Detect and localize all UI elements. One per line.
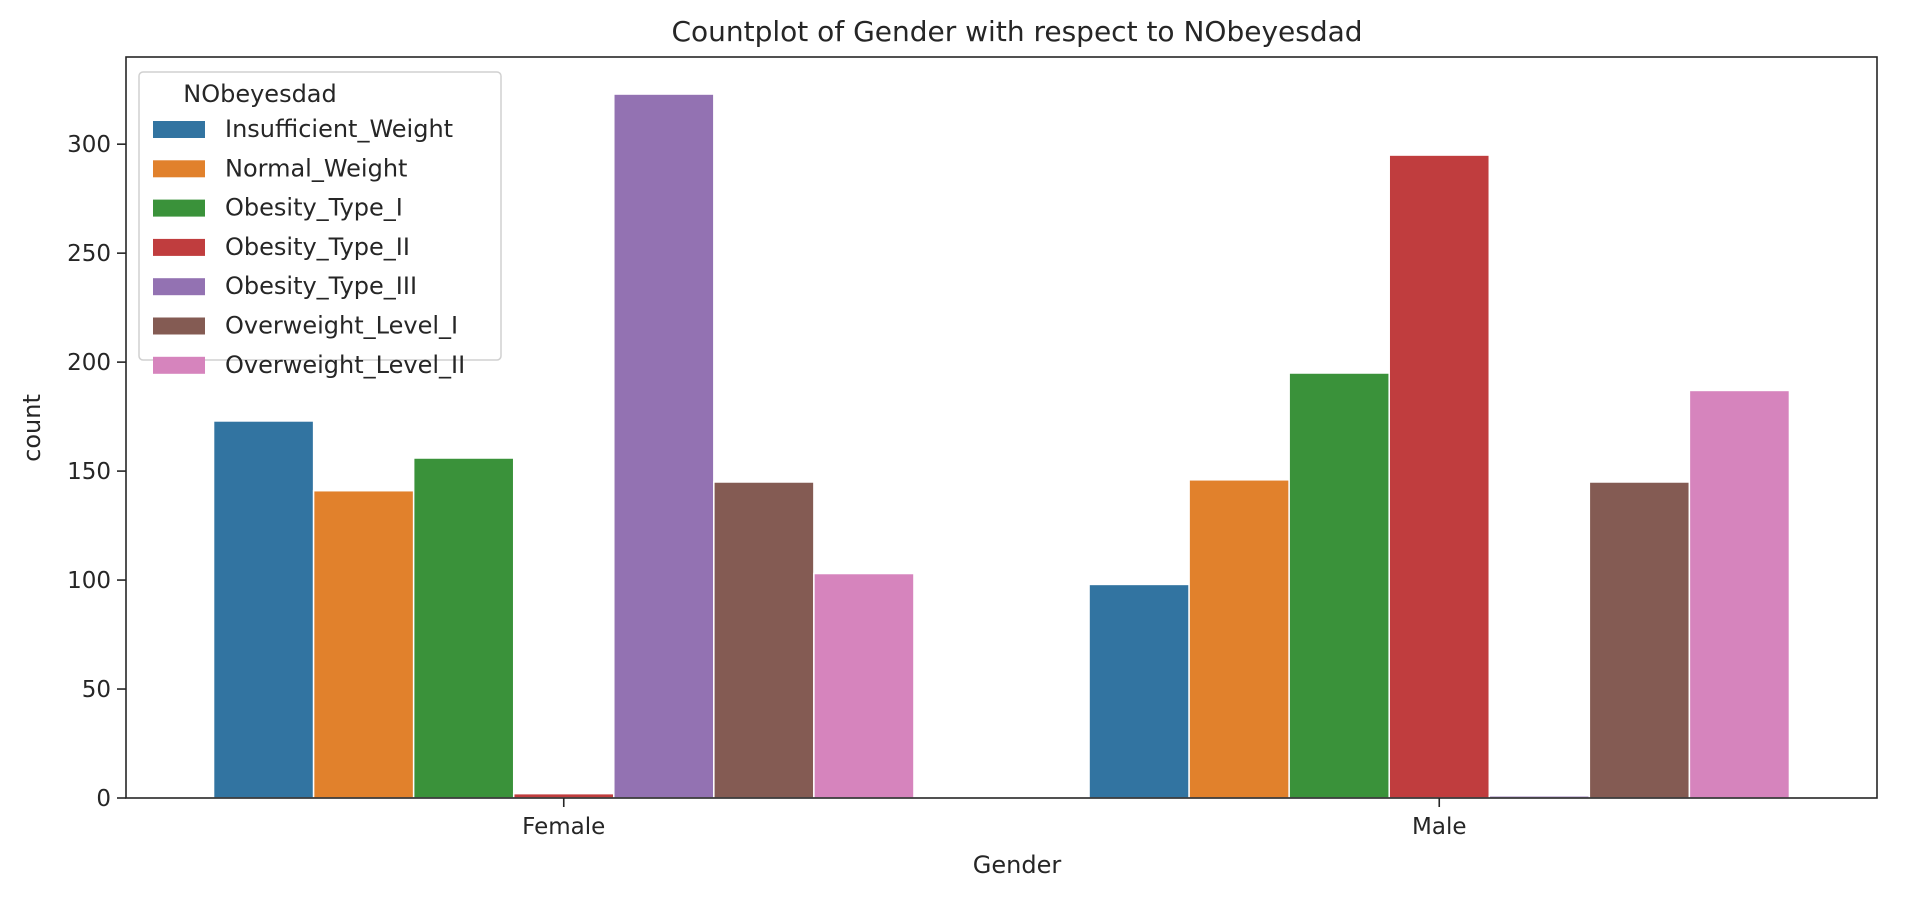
legend-label-obesity-type-ii: Obesity_Type_II <box>225 233 410 261</box>
bar-female-overweight-level-ii <box>813 572 915 799</box>
legend-label-overweight-level-ii: Overweight_Level_II <box>225 351 465 379</box>
legend-swatch-overweight-level-i <box>153 317 205 335</box>
bar-male-normal-weight <box>1188 479 1290 799</box>
y-axis: 0 50 100 150 200 250 300 <box>67 132 126 812</box>
bar-female-insufficient-weight <box>212 420 315 799</box>
legend-swatch-obesity-type-i <box>153 199 205 217</box>
legend-swatch-insufficient-weight <box>153 121 205 138</box>
legend-label-obesity-type-iii: Obesity_Type_III <box>225 272 417 300</box>
y-axis-label: count <box>18 394 46 462</box>
x-tick-label-male: Male <box>1412 814 1466 840</box>
chart-title: Countplot of Gender with respect to NObe… <box>671 15 1362 48</box>
x-axis-label: Gender <box>973 851 1062 879</box>
legend-label-overweight-level-i: Overweight_Level_I <box>225 312 458 340</box>
x-tick-label-female: Female <box>522 814 605 840</box>
legend-title: NObeyesdad <box>183 80 337 108</box>
bar-female-obesity-type-i <box>412 457 515 799</box>
legend: NObeyesdad Insufficient_Weight Normal_Weig… <box>138 71 502 379</box>
legend-label-obesity-type-i: Obesity_Type_I <box>225 194 403 222</box>
y-tick-label: 250 <box>67 241 111 267</box>
y-tick-label: 100 <box>67 568 111 594</box>
bar-male-overweight-level-i <box>1588 481 1691 799</box>
bar-female-obesity-type-iii <box>613 93 715 799</box>
legend-label-insufficient-weight: Insufficient_Weight <box>225 115 453 143</box>
bar-female-normal-weight <box>312 489 415 799</box>
bar-male-obesity-type-i <box>1288 372 1390 799</box>
legend-frame <box>138 71 502 361</box>
bar-male-obesity-type-ii <box>1388 154 1491 799</box>
y-tick-label: 200 <box>67 350 111 376</box>
y-tick-label: 0 <box>96 786 111 812</box>
y-tick-label: 150 <box>67 459 111 485</box>
bar-female-overweight-level-i <box>713 481 815 799</box>
legend-swatch-overweight-level-ii <box>153 356 205 374</box>
bar-male-overweight-level-ii <box>1688 389 1791 799</box>
plot-frame <box>125 56 1878 799</box>
x-axis: Female Male <box>522 798 1466 840</box>
y-tick-label: 50 <box>82 677 111 703</box>
legend-swatch-normal-weight <box>153 160 205 178</box>
bar-male-insufficient-weight <box>1088 583 1190 799</box>
legend-label-normal-weight: Normal_Weight <box>225 154 407 182</box>
y-tick-label: 300 <box>67 132 111 158</box>
legend-swatch-obesity-type-iii <box>153 278 205 296</box>
bars-layer <box>212 93 1791 799</box>
legend-swatch-obesity-type-ii <box>153 238 205 256</box>
